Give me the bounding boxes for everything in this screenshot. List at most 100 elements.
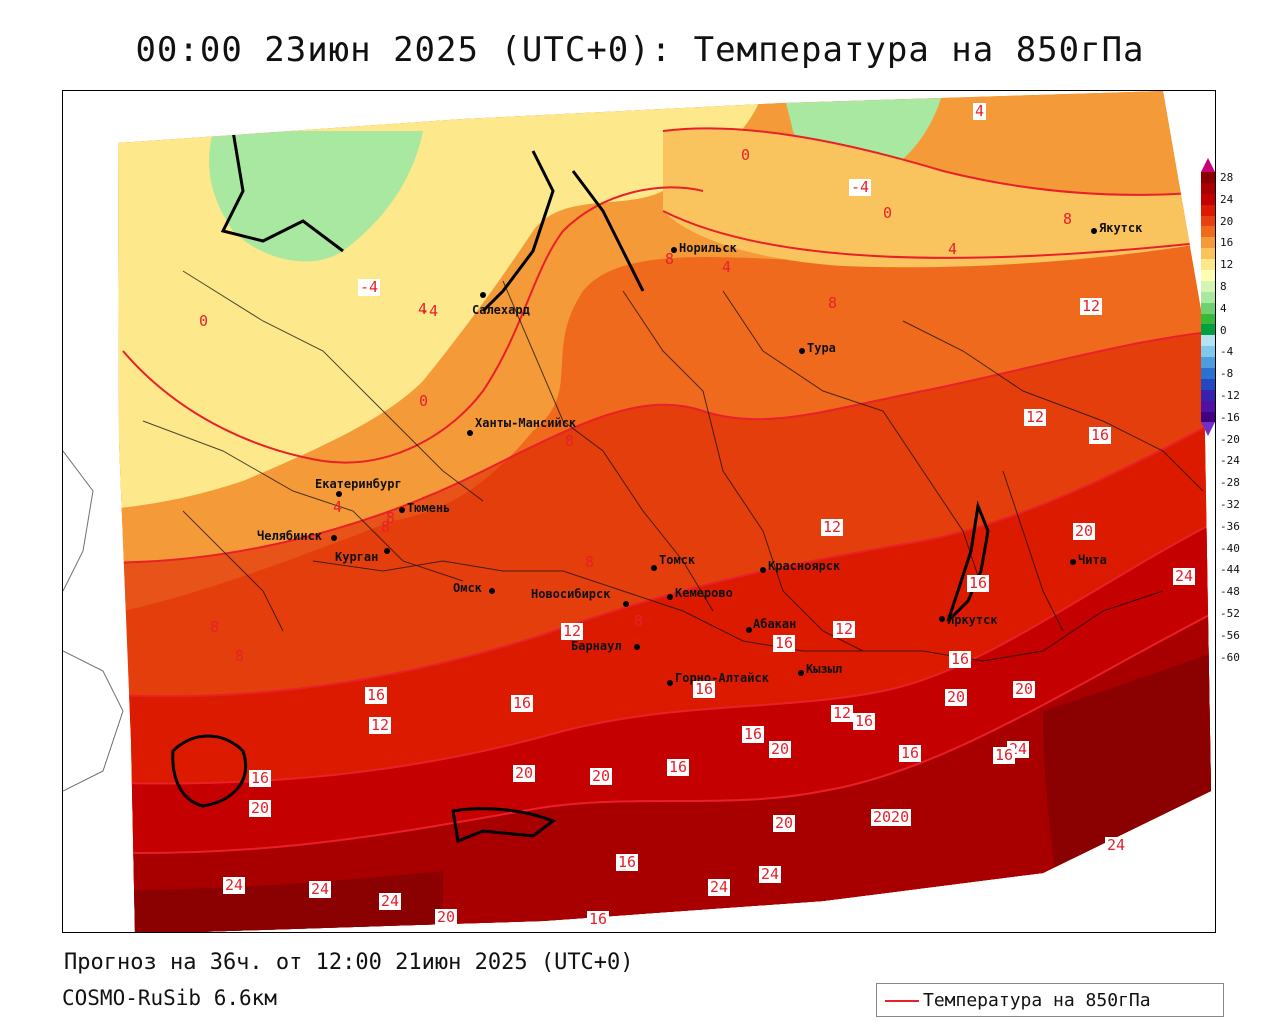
city-label: Кемерово (675, 586, 733, 600)
isotherm-label: 12 (561, 622, 584, 640)
isotherm-label: 16 (693, 680, 716, 698)
city-dot (331, 535, 337, 541)
colorbar-swatch (1201, 237, 1215, 249)
isotherm-label: 16 (853, 712, 876, 730)
isotherm-label: 8 (585, 553, 595, 571)
isotherm-label: 20 (773, 814, 796, 832)
city-dot (634, 644, 640, 650)
city-label: Омск (453, 581, 482, 595)
city-dot (467, 430, 473, 436)
city-dot (1091, 228, 1097, 234)
city-dot (746, 627, 752, 633)
isotherm-label: 0 (741, 146, 751, 164)
isotherm-label: 24 (223, 876, 246, 894)
isotherm-label: 8 (210, 618, 220, 636)
isotherm-label: 16 (616, 853, 639, 871)
isotherm-label: 24 (1105, 836, 1128, 854)
isotherm-label: 20 (1013, 680, 1036, 698)
city-label: Курган (335, 550, 379, 564)
colorbar-tick-label: -32 (1220, 498, 1240, 511)
colorbar-swatch (1201, 226, 1215, 238)
city-label: Томск (659, 553, 696, 567)
isotherm-label: 24 (1173, 567, 1196, 585)
colorbar-tick-label: 0 (1220, 323, 1227, 337)
colorbar-top-arrow (1201, 158, 1215, 172)
city-label: Кызыл (806, 662, 843, 676)
colorbar-swatch (1201, 215, 1215, 227)
colorbar-tick-label: -16 (1220, 410, 1240, 424)
isotherm-label: 8 (828, 294, 838, 312)
colorbar-tick-label: 20 (1220, 214, 1234, 228)
colorbar-swatch (1201, 346, 1215, 358)
isotherm-label: 8 (565, 432, 575, 450)
city-dot (939, 616, 945, 622)
colorbar-tick-label: -60 (1220, 650, 1240, 664)
legend: Температура на 850гПа (876, 983, 1224, 1017)
city-label: Красноярск (768, 559, 841, 573)
colorbar-bottom-arrow (1201, 422, 1215, 437)
city-label: Ханты-Мансийск (475, 416, 577, 430)
isotherm-label: 8 (1063, 210, 1073, 228)
isotherm-label: -4 (849, 178, 872, 196)
isotherm-label: 20 (513, 764, 536, 782)
isotherm-label: 24 (379, 892, 402, 910)
isotherm-label: 20 (435, 908, 458, 926)
city-dot (798, 670, 804, 676)
city-dot (623, 601, 629, 607)
city-label: Барнаул (571, 639, 622, 653)
colorbar-swatch (1201, 324, 1215, 336)
temperature-map (63, 91, 1215, 932)
isotherm-label: -4 (420, 302, 439, 320)
colorbar-tick-label: 4 (1220, 301, 1227, 315)
colorbar-swatch (1201, 248, 1215, 260)
isotherm-label: 4 (333, 498, 343, 516)
isotherm-label: 24 (309, 880, 332, 898)
isotherm-label: 16 (511, 694, 534, 712)
legend-line-swatch (885, 1000, 919, 1002)
colorbar-swatch (1201, 378, 1215, 390)
isotherm-label: 8 (634, 612, 644, 630)
map-frame: Норильск Якутск Салехард Тура Ханты-Манс… (62, 90, 1216, 933)
isotherm-label: 8 (665, 250, 675, 268)
isotherm-label: 4 (722, 258, 732, 276)
colorbar-tick-label: 16 (1220, 236, 1234, 250)
city-dot (671, 247, 677, 253)
map-title: 00:00 23июн 2025 (UTC+0): Температура на… (135, 30, 1145, 70)
colorbar-swatch (1201, 357, 1215, 369)
isotherm-label: 16 (899, 744, 922, 762)
city-label: Чита (1078, 553, 1107, 567)
colorbar-swatch (1201, 270, 1215, 281)
isotherm-label: 4 (948, 240, 958, 258)
colorbar-swatch (1201, 280, 1215, 292)
isotherm-label: 4 (418, 300, 428, 318)
city-label: Иркутск (947, 613, 998, 627)
city-label: Тура (807, 341, 836, 355)
isotherm-label: 16 (667, 758, 690, 776)
colorbar-tick-label: -8 (1220, 367, 1234, 381)
isotherm-label: 16 (949, 650, 972, 668)
city-label: Абакан (753, 617, 797, 631)
isotherm-label: 2020 (871, 808, 912, 826)
isotherm-label: 24 (759, 865, 782, 883)
isotherm-label: 0 (419, 392, 429, 410)
isotherm-label: 12 (369, 716, 392, 734)
colorbar-tick-label: -56 (1220, 628, 1240, 642)
isotherm-label: 16 (742, 725, 765, 743)
colorbar-swatch (1201, 302, 1215, 314)
isotherm-label: 16 (1089, 426, 1112, 444)
city-dot (399, 507, 405, 513)
city-label: Якутск (1099, 221, 1143, 235)
colorbar-swatch (1201, 291, 1215, 303)
isotherm-label: 8 (235, 647, 245, 665)
isotherm-label: 20 (590, 767, 613, 785)
colorbar-tick-label: 12 (1220, 258, 1234, 272)
colorbar-tick-label: -20 (1220, 432, 1240, 446)
isotherm-label: 8 (381, 518, 391, 536)
isotherm-label: 16 (249, 769, 272, 787)
city-dot (1070, 559, 1076, 565)
city-dot (760, 567, 766, 573)
isotherm-label: 16 (967, 574, 990, 592)
isotherm-label: 16 (993, 746, 1016, 764)
city-dot (667, 680, 673, 686)
isotherm-label: 16 (773, 634, 796, 652)
